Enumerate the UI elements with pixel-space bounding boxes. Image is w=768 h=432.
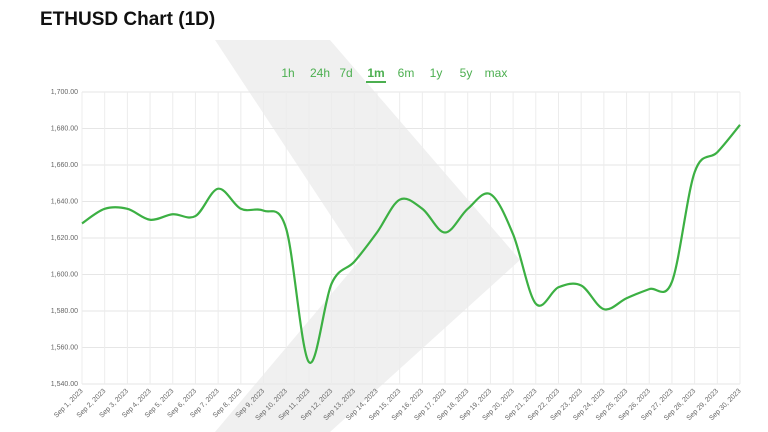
range-button[interactable]: max bbox=[485, 66, 508, 80]
range-button[interactable]: 7d bbox=[339, 66, 352, 80]
y-tick-label: 1,560.00 bbox=[51, 344, 78, 351]
range-button[interactable]: 1m bbox=[367, 66, 384, 80]
y-tick-label: 1,700.00 bbox=[51, 89, 78, 96]
y-tick-label: 1,680.00 bbox=[51, 125, 78, 132]
y-tick-label: 1,580.00 bbox=[51, 308, 78, 315]
y-tick-label: 1,540.00 bbox=[51, 381, 78, 388]
range-button[interactable]: 5y bbox=[460, 66, 473, 80]
price-line bbox=[81, 124, 741, 364]
range-button[interactable]: 6m bbox=[398, 66, 415, 80]
watermark bbox=[215, 40, 520, 432]
range-button[interactable]: 24h bbox=[310, 66, 330, 80]
y-tick-label: 1,600.00 bbox=[51, 271, 78, 278]
range-button[interactable]: 1y bbox=[430, 66, 443, 80]
y-tick-label: 1,620.00 bbox=[51, 235, 78, 242]
y-tick-label: 1,660.00 bbox=[51, 162, 78, 169]
range-button[interactable]: 1h bbox=[281, 66, 294, 80]
y-tick-label: 1,640.00 bbox=[51, 198, 78, 205]
chart-title: ETHUSD Chart (1D) bbox=[40, 9, 215, 30]
